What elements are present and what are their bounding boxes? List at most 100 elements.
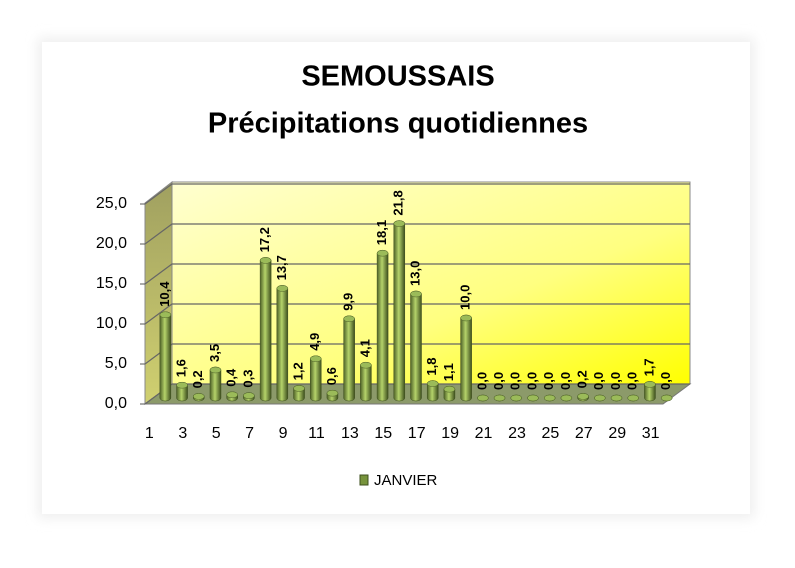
bar — [276, 285, 289, 402]
grid-line — [144, 343, 690, 365]
value-label: 0,0 — [474, 372, 489, 390]
bar — [243, 392, 255, 402]
chart-subtitle: Précipitations quotidiennes — [208, 108, 588, 140]
bar — [226, 391, 238, 402]
value-label: 9,9 — [341, 293, 356, 311]
value-label: 17,2 — [257, 227, 272, 252]
bar — [309, 355, 322, 402]
value-label: 0,4 — [224, 368, 239, 387]
x-tick-label: 11 — [308, 425, 325, 442]
x-tick-label: 15 — [374, 425, 392, 442]
bar — [410, 290, 422, 402]
value-label: 0,0 — [524, 372, 539, 390]
bar-top — [460, 314, 472, 322]
bar-top — [426, 380, 439, 387]
value-label: 0,0 — [491, 372, 506, 390]
grid-line — [144, 223, 690, 245]
bar — [477, 394, 489, 402]
bar-top — [276, 285, 289, 292]
bar-top — [376, 249, 389, 257]
bar-top — [360, 361, 372, 369]
bar-top — [176, 381, 188, 389]
bar-body — [460, 314, 472, 402]
bar — [594, 394, 606, 402]
x-tick-label: 17 — [408, 425, 426, 442]
bar-top — [159, 311, 172, 319]
bar — [259, 257, 272, 402]
value-label: 0,2 — [190, 370, 205, 388]
plot: 0,05,010,015,020,025,01 3 5 7 9 11 13 15 17 19 21 2… — [96, 183, 690, 489]
bar — [610, 394, 623, 402]
bar — [627, 394, 639, 402]
bar — [343, 315, 355, 402]
bar-body — [343, 315, 355, 402]
bar-top — [293, 385, 305, 392]
bar-top — [560, 394, 573, 402]
bar-top — [527, 394, 539, 402]
legend-label: JANVIER — [374, 472, 438, 489]
value-label: 0,0 — [658, 372, 673, 390]
value-label: 0,2 — [575, 370, 590, 388]
x-tick-label: 9 — [279, 425, 288, 442]
bar — [176, 381, 188, 402]
x-tick-label: 7 — [245, 425, 254, 442]
bar-body — [410, 290, 422, 402]
bar-body — [309, 355, 322, 402]
value-label: 0,6 — [324, 367, 339, 385]
grid-line — [144, 183, 690, 205]
bar-top — [226, 391, 238, 399]
x-tick-label: 29 — [608, 425, 626, 442]
bar-top — [627, 394, 639, 402]
back-wall — [171, 181, 691, 385]
bar-top — [343, 315, 355, 323]
value-label: 0,3 — [240, 370, 255, 388]
value-label: 1,1 — [441, 363, 456, 381]
y-tick-label: 0,0 — [105, 395, 127, 412]
x-tick-label: 21 — [475, 425, 493, 442]
bar-top — [493, 394, 506, 402]
bar-body — [259, 257, 272, 402]
bar — [527, 394, 539, 402]
bar-top — [259, 257, 272, 264]
value-label: 13,0 — [407, 261, 422, 286]
value-label: 4,1 — [357, 339, 372, 357]
x-tick-label: 5 — [212, 425, 221, 442]
value-label: 4,9 — [307, 333, 322, 351]
y-tick-label: 5,0 — [105, 355, 127, 372]
x-tick-label: 27 — [575, 425, 593, 442]
bar — [644, 381, 656, 402]
bar — [209, 366, 222, 402]
bar-body — [159, 311, 172, 402]
value-label: 21,8 — [391, 190, 406, 215]
y-tick-label: 25,0 — [96, 195, 127, 212]
value-label: 10,4 — [157, 281, 172, 307]
value-label: 3,5 — [207, 344, 222, 362]
x-tick-label: 3 — [178, 425, 187, 442]
bar — [577, 393, 589, 402]
bar — [443, 385, 456, 402]
value-label: 1,2 — [290, 362, 305, 380]
bar — [393, 220, 406, 402]
bar-body — [276, 285, 289, 402]
bar — [543, 394, 556, 402]
grid-line — [144, 383, 690, 405]
value-label: 10,0 — [458, 285, 473, 310]
x-tick-label: 1 — [145, 425, 154, 442]
chart-title: SEMOUSSAIS — [301, 61, 494, 93]
value-label: 0,0 — [608, 372, 623, 390]
bar-top — [393, 220, 406, 227]
value-label: 18,1 — [374, 220, 389, 245]
x-tick-label: 23 — [508, 425, 526, 442]
grid-line — [144, 263, 690, 285]
x-tick-label: 19 — [441, 425, 459, 442]
grid-line — [144, 303, 690, 325]
bar-top — [477, 394, 489, 402]
y-tick-label: 15,0 — [96, 275, 127, 292]
bar — [560, 394, 573, 402]
bar — [159, 311, 172, 402]
value-label: 0,0 — [541, 372, 556, 390]
value-label: 0,0 — [625, 372, 640, 390]
bar — [193, 393, 205, 402]
bar — [293, 385, 305, 402]
